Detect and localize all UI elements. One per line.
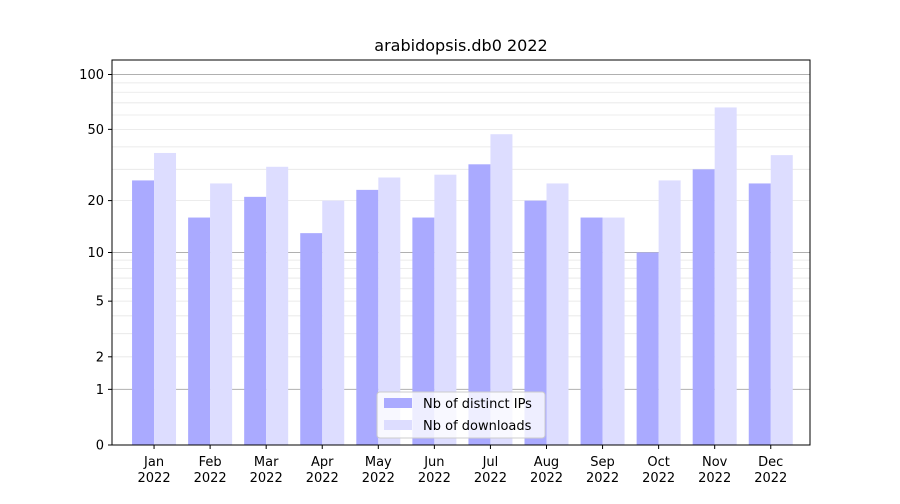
x-tick-label-year: 2022 xyxy=(362,471,395,486)
x-tick-label-year: 2022 xyxy=(530,471,563,486)
y-tick-label: 100 xyxy=(79,68,104,83)
bar-downloads xyxy=(658,180,681,446)
x-tick-label-year: 2022 xyxy=(642,471,675,486)
bar-distinct-ips xyxy=(748,183,771,445)
bar-downloads xyxy=(602,217,625,445)
x-tick-label-year: 2022 xyxy=(306,471,339,486)
bar-downloads xyxy=(546,183,569,445)
legend-label-downloads: Nb of downloads xyxy=(423,419,532,434)
bar-downloads xyxy=(770,155,793,446)
bar-downloads xyxy=(322,200,345,445)
legend-swatch-distinct-ips xyxy=(384,398,412,408)
y-tick-label: 10 xyxy=(87,246,104,261)
x-tick-label-month: Nov xyxy=(702,455,728,470)
x-tick-label-month: Jan xyxy=(143,455,164,470)
x-tick-label-month: Jul xyxy=(482,455,499,470)
x-tick-label-month: Dec xyxy=(758,455,783,470)
bar-distinct-ips xyxy=(692,169,715,445)
bar-distinct-ips xyxy=(188,217,211,445)
bars xyxy=(132,107,793,446)
x-tick-label-year: 2022 xyxy=(418,471,451,486)
bar-distinct-ips xyxy=(468,164,491,445)
bar-downloads xyxy=(266,166,289,446)
legend-frame xyxy=(376,391,546,439)
bar-distinct-ips xyxy=(356,189,379,445)
bar-downloads xyxy=(378,177,401,445)
bar-downloads xyxy=(490,134,513,445)
chart-title: arabidopsis.db0 2022 xyxy=(374,36,547,55)
x-tick-label-year: 2022 xyxy=(194,471,227,486)
x-tick-label-month: Sep xyxy=(590,455,615,470)
y-tick-label: 2 xyxy=(96,350,104,365)
x-tick-label-year: 2022 xyxy=(250,471,283,486)
x-tick-label-month: Apr xyxy=(311,455,334,470)
x-tick-label-year: 2022 xyxy=(754,471,787,486)
y-tick-label: 0 xyxy=(96,439,104,454)
x-tick-label-month: Mar xyxy=(254,455,279,470)
bar-downloads xyxy=(210,183,233,445)
x-tick-label-year: 2022 xyxy=(474,471,507,486)
x-axis: Jan2022Feb2022Mar2022Apr2022May2022Jun20… xyxy=(138,445,787,486)
bar-distinct-ips xyxy=(132,180,155,446)
x-tick-label-month: May xyxy=(365,455,392,470)
x-tick-label-year: 2022 xyxy=(586,471,619,486)
y-tick-label: 5 xyxy=(96,295,104,310)
legend-swatch-downloads xyxy=(384,420,412,430)
legend-label-distinct-ips: Nb of distinct IPs xyxy=(423,397,532,412)
bar-distinct-ips xyxy=(636,252,659,445)
legend: Nb of distinct IPs Nb of downloads xyxy=(376,391,546,439)
bar-downloads xyxy=(714,107,737,446)
y-axis: 0 1 2 5 10 20 50 100 xyxy=(79,68,112,454)
bar-downloads xyxy=(434,174,457,446)
y-tick-label: 1 xyxy=(96,383,104,398)
bar-distinct-ips xyxy=(580,217,603,445)
bar-distinct-ips xyxy=(244,196,267,445)
y-tick-label: 20 xyxy=(87,194,104,209)
bar-distinct-ips xyxy=(412,217,435,445)
bar-distinct-ips xyxy=(300,233,323,445)
bar-distinct-ips xyxy=(524,200,547,445)
x-tick-label-month: Oct xyxy=(647,455,669,470)
x-tick-label-year: 2022 xyxy=(138,471,171,486)
x-tick-label-month: Feb xyxy=(199,455,222,470)
bar-downloads xyxy=(154,152,177,445)
x-tick-label-month: Aug xyxy=(534,455,559,470)
x-tick-label-year: 2022 xyxy=(698,471,731,486)
x-tick-label-month: Jun xyxy=(423,455,444,470)
y-tick-label: 50 xyxy=(87,123,104,138)
